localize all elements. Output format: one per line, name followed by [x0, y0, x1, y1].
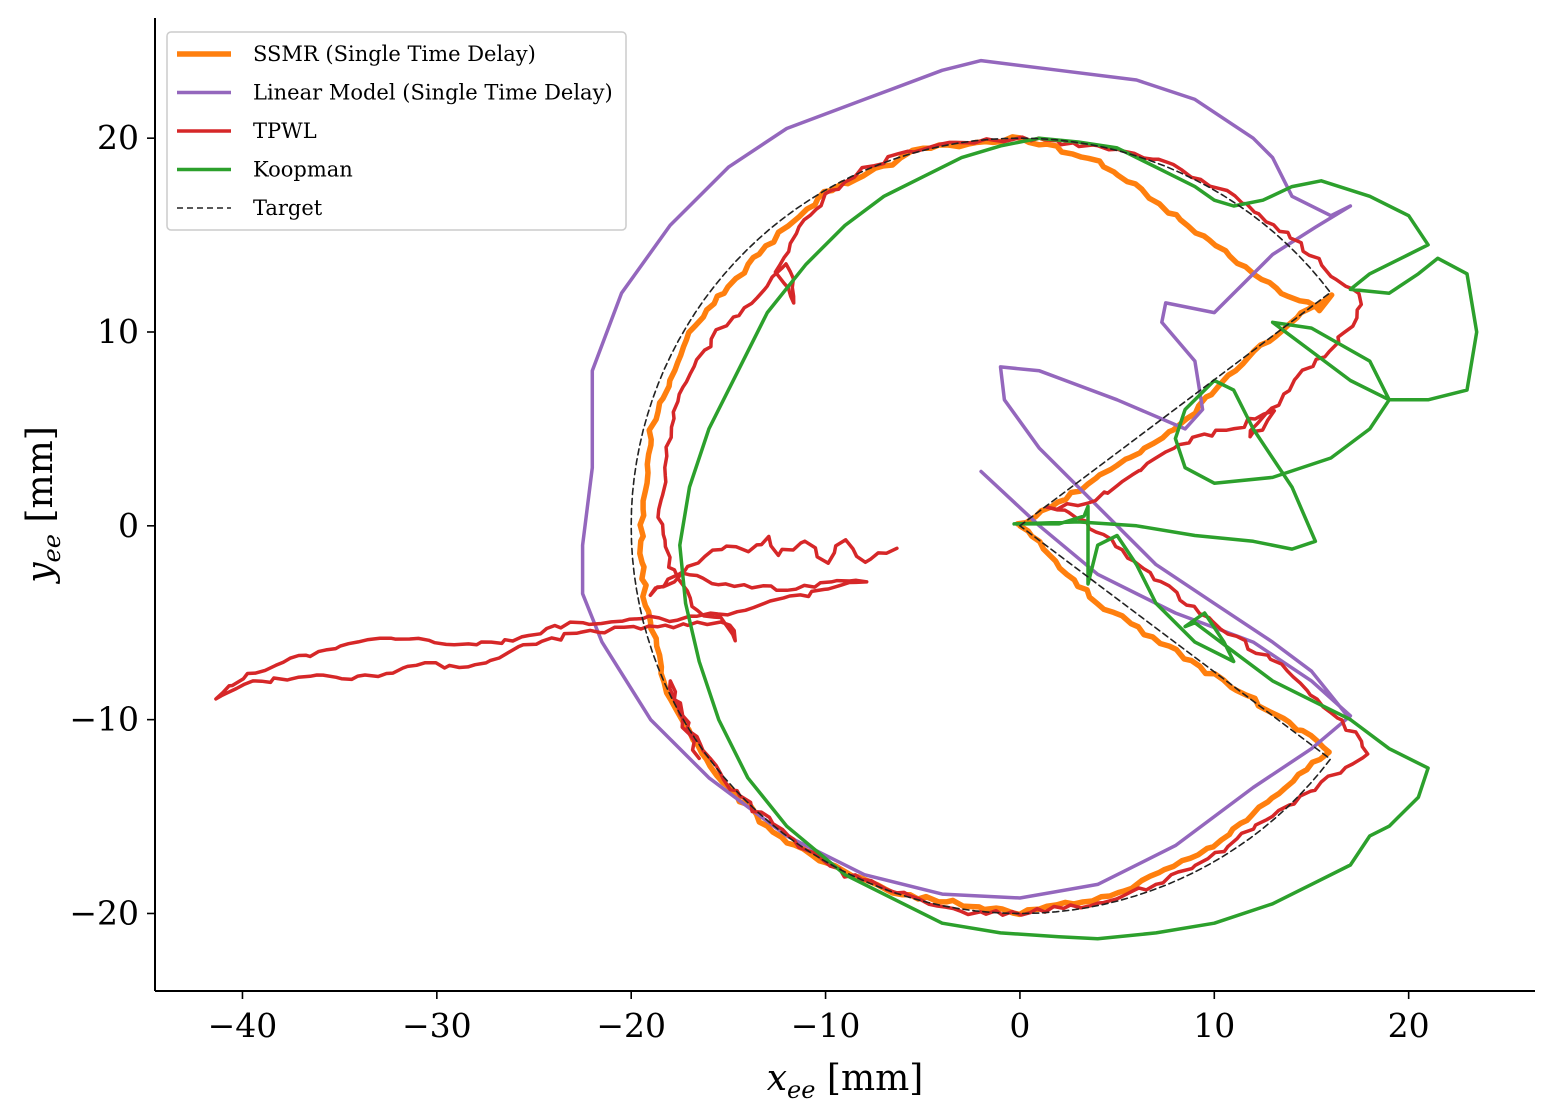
y-axis-label: yee [mm]	[20, 426, 66, 585]
y-tick-label: −20	[69, 893, 139, 932]
legend-label: SSMR (Single Time Delay)	[253, 42, 536, 66]
axes	[154, 18, 1535, 992]
x-tick-label: −40	[208, 1006, 278, 1045]
series-layer	[214, 58, 1479, 941]
legend-label: TPWL	[253, 119, 317, 143]
legend: SSMR (Single Time Delay) Linear Model (Si…	[166, 31, 627, 231]
x-tick-label: −10	[791, 1006, 861, 1045]
x-tick-label: 10	[1193, 1006, 1235, 1045]
y-tick-label: 0	[118, 506, 139, 545]
legend-label: Koopman	[253, 158, 353, 182]
x-tick-label: 0	[1009, 1006, 1030, 1045]
x-tick-label: −20	[596, 1006, 666, 1045]
legend-label: Linear Model (Single Time Delay)	[253, 81, 613, 105]
series-line-3	[678, 136, 1479, 941]
series-line-0	[637, 134, 1335, 918]
series-line-4	[630, 137, 1332, 915]
x-ticks: −40 −30 −20 −10 0 10 20	[208, 991, 1430, 1045]
y-tick-label: 10	[97, 312, 139, 351]
series-line-2	[214, 135, 1370, 917]
legend-label: Target	[253, 196, 323, 220]
x-axis-label: xee [mm]	[767, 1058, 924, 1104]
y-tick-label: 20	[97, 118, 139, 157]
x-tick-label: 20	[1388, 1006, 1430, 1045]
y-ticks: −20 −10 0 10 20	[69, 118, 155, 932]
series-line-1	[580, 58, 1353, 900]
legend-box	[166, 31, 627, 231]
x-tick-label: −30	[402, 1006, 472, 1045]
y-tick-label: −10	[69, 700, 139, 739]
